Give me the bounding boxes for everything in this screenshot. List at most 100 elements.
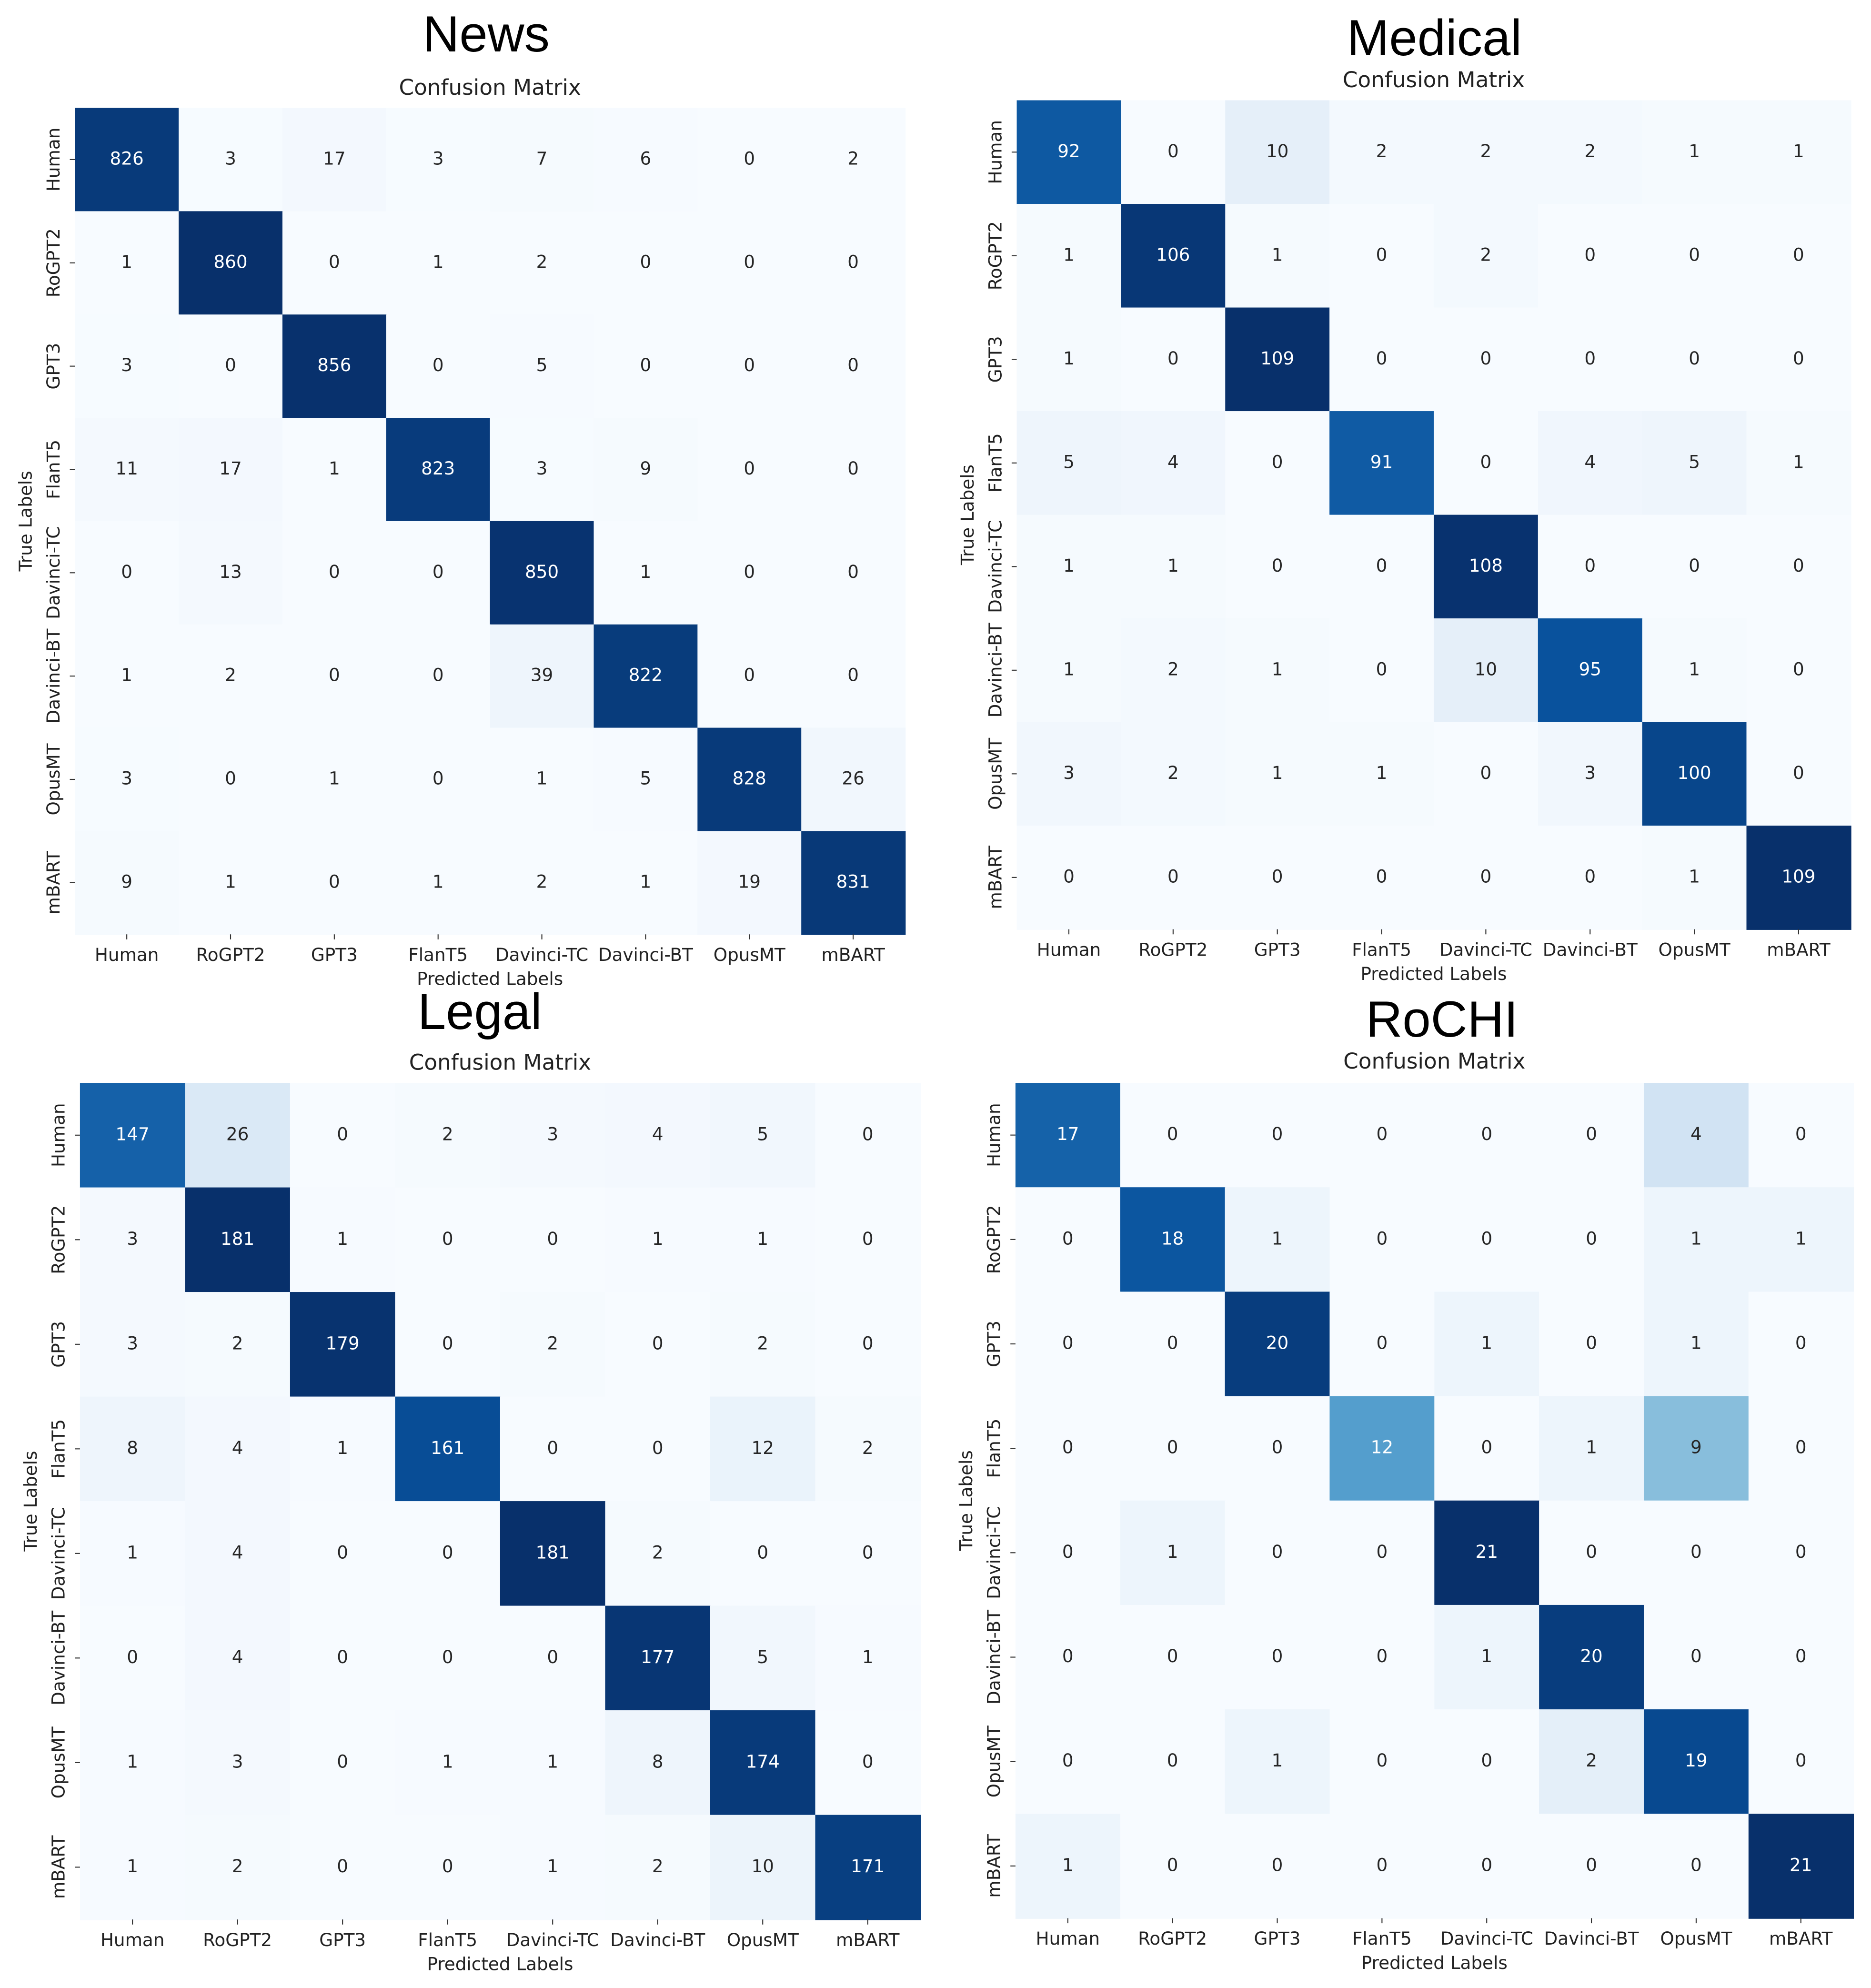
heatmap-cell bbox=[290, 1815, 396, 1920]
cell-label: 2 bbox=[1376, 141, 1388, 161]
heatmap-cell bbox=[1225, 1083, 1330, 1188]
y-tick-label: RoGPT2 bbox=[984, 1205, 1005, 1274]
heatmap-cell bbox=[1746, 826, 1851, 930]
cell-label: 0 bbox=[1480, 451, 1492, 472]
cell-label: 0 bbox=[1690, 1854, 1702, 1875]
x-axis-label: Predicted Labels bbox=[427, 1954, 573, 1975]
cell-label: 0 bbox=[744, 148, 755, 169]
heatmap-cell bbox=[1538, 100, 1643, 205]
heatmap-cell bbox=[1225, 411, 1330, 515]
heatmap-cell bbox=[386, 211, 491, 315]
heatmap-cell bbox=[80, 1710, 186, 1816]
heatmap-cell bbox=[697, 624, 802, 728]
cell-label: 2 bbox=[757, 1332, 768, 1353]
x-tick-label: Davinci-TC bbox=[1440, 1928, 1533, 1949]
heatmap-cell bbox=[80, 1501, 186, 1606]
heatmap-cell bbox=[710, 1710, 816, 1816]
heatmap-cell bbox=[1120, 1187, 1226, 1292]
cell-label: 0 bbox=[1480, 762, 1492, 783]
heatmap-cell bbox=[1539, 1814, 1645, 1919]
cell-label: 1 bbox=[547, 1856, 558, 1877]
heatmap-cell bbox=[605, 1083, 711, 1188]
cell-label: 1 bbox=[536, 767, 548, 788]
cell-label: 2 bbox=[1480, 244, 1492, 265]
heatmap-cell bbox=[1434, 1709, 1540, 1815]
heatmap-cell bbox=[801, 727, 906, 832]
heatmap-cell bbox=[815, 1187, 921, 1293]
heatmap-cell bbox=[1121, 204, 1226, 308]
cell-label: 0 bbox=[862, 1332, 874, 1353]
cell-label: 0 bbox=[1793, 555, 1804, 576]
cell-label: 0 bbox=[225, 354, 236, 375]
heatmap-cell bbox=[1538, 826, 1643, 930]
cell-label: 10 bbox=[1266, 141, 1288, 161]
cell-label: 179 bbox=[326, 1332, 360, 1353]
heatmap-cell bbox=[1539, 1083, 1645, 1188]
chart-title: Legal bbox=[418, 983, 542, 1040]
cell-label: 0 bbox=[1272, 1645, 1283, 1666]
cell-label: 0 bbox=[1481, 1437, 1492, 1458]
heatmap-cell bbox=[697, 521, 802, 626]
cell-label: 5 bbox=[1063, 451, 1075, 472]
cell-label: 3 bbox=[547, 1123, 558, 1144]
cell-label: 1 bbox=[127, 1542, 138, 1563]
cell-label: 0 bbox=[1584, 555, 1596, 576]
cell-label: 12 bbox=[1371, 1437, 1393, 1458]
cell-label: 0 bbox=[337, 1751, 348, 1772]
heatmap-cell bbox=[1329, 1083, 1435, 1188]
cell-label: 4 bbox=[1167, 451, 1179, 472]
cell-label: 0 bbox=[433, 767, 444, 788]
cell-label: 1 bbox=[640, 871, 652, 892]
heatmap-cell bbox=[1016, 618, 1122, 723]
cell-label: 1 bbox=[1481, 1332, 1492, 1353]
cell-label: 0 bbox=[1586, 1332, 1597, 1353]
cell-label: 1 bbox=[1793, 451, 1804, 472]
cell-label: 171 bbox=[851, 1856, 885, 1877]
x-tick-label: FlanT5 bbox=[418, 1929, 477, 1950]
cell-label: 5 bbox=[640, 767, 652, 788]
heatmap-cell bbox=[75, 624, 180, 728]
heatmap-cell bbox=[179, 418, 283, 522]
chart-subtitle: Confusion Matrix bbox=[409, 1050, 591, 1075]
heatmap-cell bbox=[605, 1815, 711, 1920]
cell-label: 2 bbox=[232, 1856, 243, 1877]
cell-label: 7 bbox=[536, 148, 548, 169]
x-tick-label: RoGPT2 bbox=[203, 1929, 272, 1950]
cell-label: 5 bbox=[536, 354, 548, 375]
cell-label: 0 bbox=[652, 1332, 664, 1353]
cell-label: 0 bbox=[1793, 658, 1804, 679]
heatmap-cell bbox=[1121, 722, 1226, 827]
x-tick-label: mBART bbox=[836, 1929, 900, 1950]
heatmap-cell bbox=[710, 1501, 816, 1606]
cell-label: 106 bbox=[1156, 244, 1190, 265]
cell-label: 2 bbox=[232, 1332, 243, 1353]
y-tick-label: RoGPT2 bbox=[48, 1205, 69, 1274]
heatmap-cell bbox=[697, 211, 802, 315]
heatmap-cell bbox=[1643, 1083, 1750, 1188]
cell-label: 5 bbox=[757, 1646, 768, 1667]
cell-label: 9 bbox=[640, 458, 652, 479]
cell-label: 3 bbox=[1063, 762, 1075, 783]
cell-label: 0 bbox=[1272, 1541, 1283, 1562]
heatmap-cell bbox=[815, 1501, 921, 1606]
cell-label: 0 bbox=[1062, 1228, 1074, 1249]
cell-label: 0 bbox=[1376, 1645, 1388, 1666]
cell-label: 4 bbox=[232, 1646, 243, 1667]
heatmap-cell bbox=[282, 521, 387, 626]
heatmap-cell bbox=[386, 314, 491, 419]
cell-label: 0 bbox=[1376, 1123, 1388, 1144]
heatmap-cell bbox=[80, 1605, 186, 1711]
heatmap-cell bbox=[1225, 515, 1330, 619]
heatmap-cell bbox=[1016, 826, 1122, 930]
cell-label: 109 bbox=[1781, 866, 1815, 887]
cell-label: 1 bbox=[1063, 348, 1075, 369]
cell-label: 1 bbox=[337, 1437, 348, 1458]
heatmap-cell bbox=[490, 418, 594, 522]
y-tick-label: OpusMT bbox=[43, 743, 64, 815]
cell-label: 0 bbox=[744, 458, 755, 479]
x-tick-label: Davinci-BT bbox=[610, 1929, 705, 1950]
cell-label: 1 bbox=[433, 871, 444, 892]
y-tick-label: FlanT5 bbox=[43, 440, 64, 499]
heatmap-cell bbox=[75, 521, 180, 626]
cell-label: 0 bbox=[1062, 1645, 1074, 1666]
